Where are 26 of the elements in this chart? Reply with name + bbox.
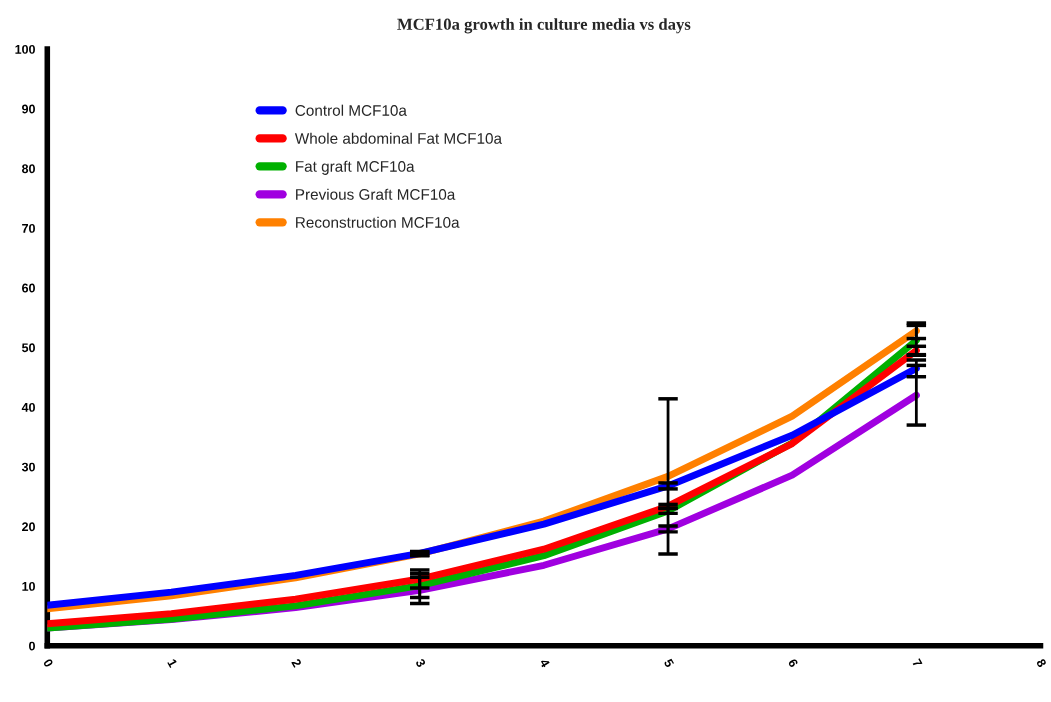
x-tick-label: 4 <box>539 658 551 669</box>
legend-label: Previous Graft MCF10a <box>296 188 456 200</box>
legend-label: Control MCF10a <box>295 104 407 116</box>
y-tick-label: 60 <box>22 283 35 293</box>
y-tick-label: 50 <box>21 343 35 353</box>
x-tick-label: 5 <box>663 658 675 668</box>
x-tick-label: 1 <box>167 658 178 668</box>
y-tick-label: 0 <box>29 641 35 651</box>
legend-label: Fat graft MCF10a <box>296 160 415 175</box>
y-tick-label: 40 <box>21 402 35 412</box>
x-tick-label: 7 <box>912 658 923 668</box>
x-tick-label: 0 <box>42 658 54 668</box>
legend-label: Whole abdominal Fat MCF10a <box>294 132 503 144</box>
y-tick-label: 90 <box>22 104 35 114</box>
x-tick-label: 3 <box>415 658 427 668</box>
x-tick-label: 8 <box>1036 658 1047 668</box>
x-tick-label: 2 <box>291 658 302 668</box>
x-tick-label: 6 <box>787 658 799 668</box>
y-tick-label: 80 <box>21 164 35 174</box>
legend-label: Reconstruction MCF10a <box>296 216 460 228</box>
y-tick-label: 30 <box>21 462 35 472</box>
y-tick-label: 100 <box>15 44 35 54</box>
y-tick-label: 10 <box>22 581 35 591</box>
y-tick-label: 70 <box>22 223 35 233</box>
y-tick-label: 20 <box>22 522 35 532</box>
chart-title: MCF10a growth in culture media vs days <box>397 18 691 34</box>
